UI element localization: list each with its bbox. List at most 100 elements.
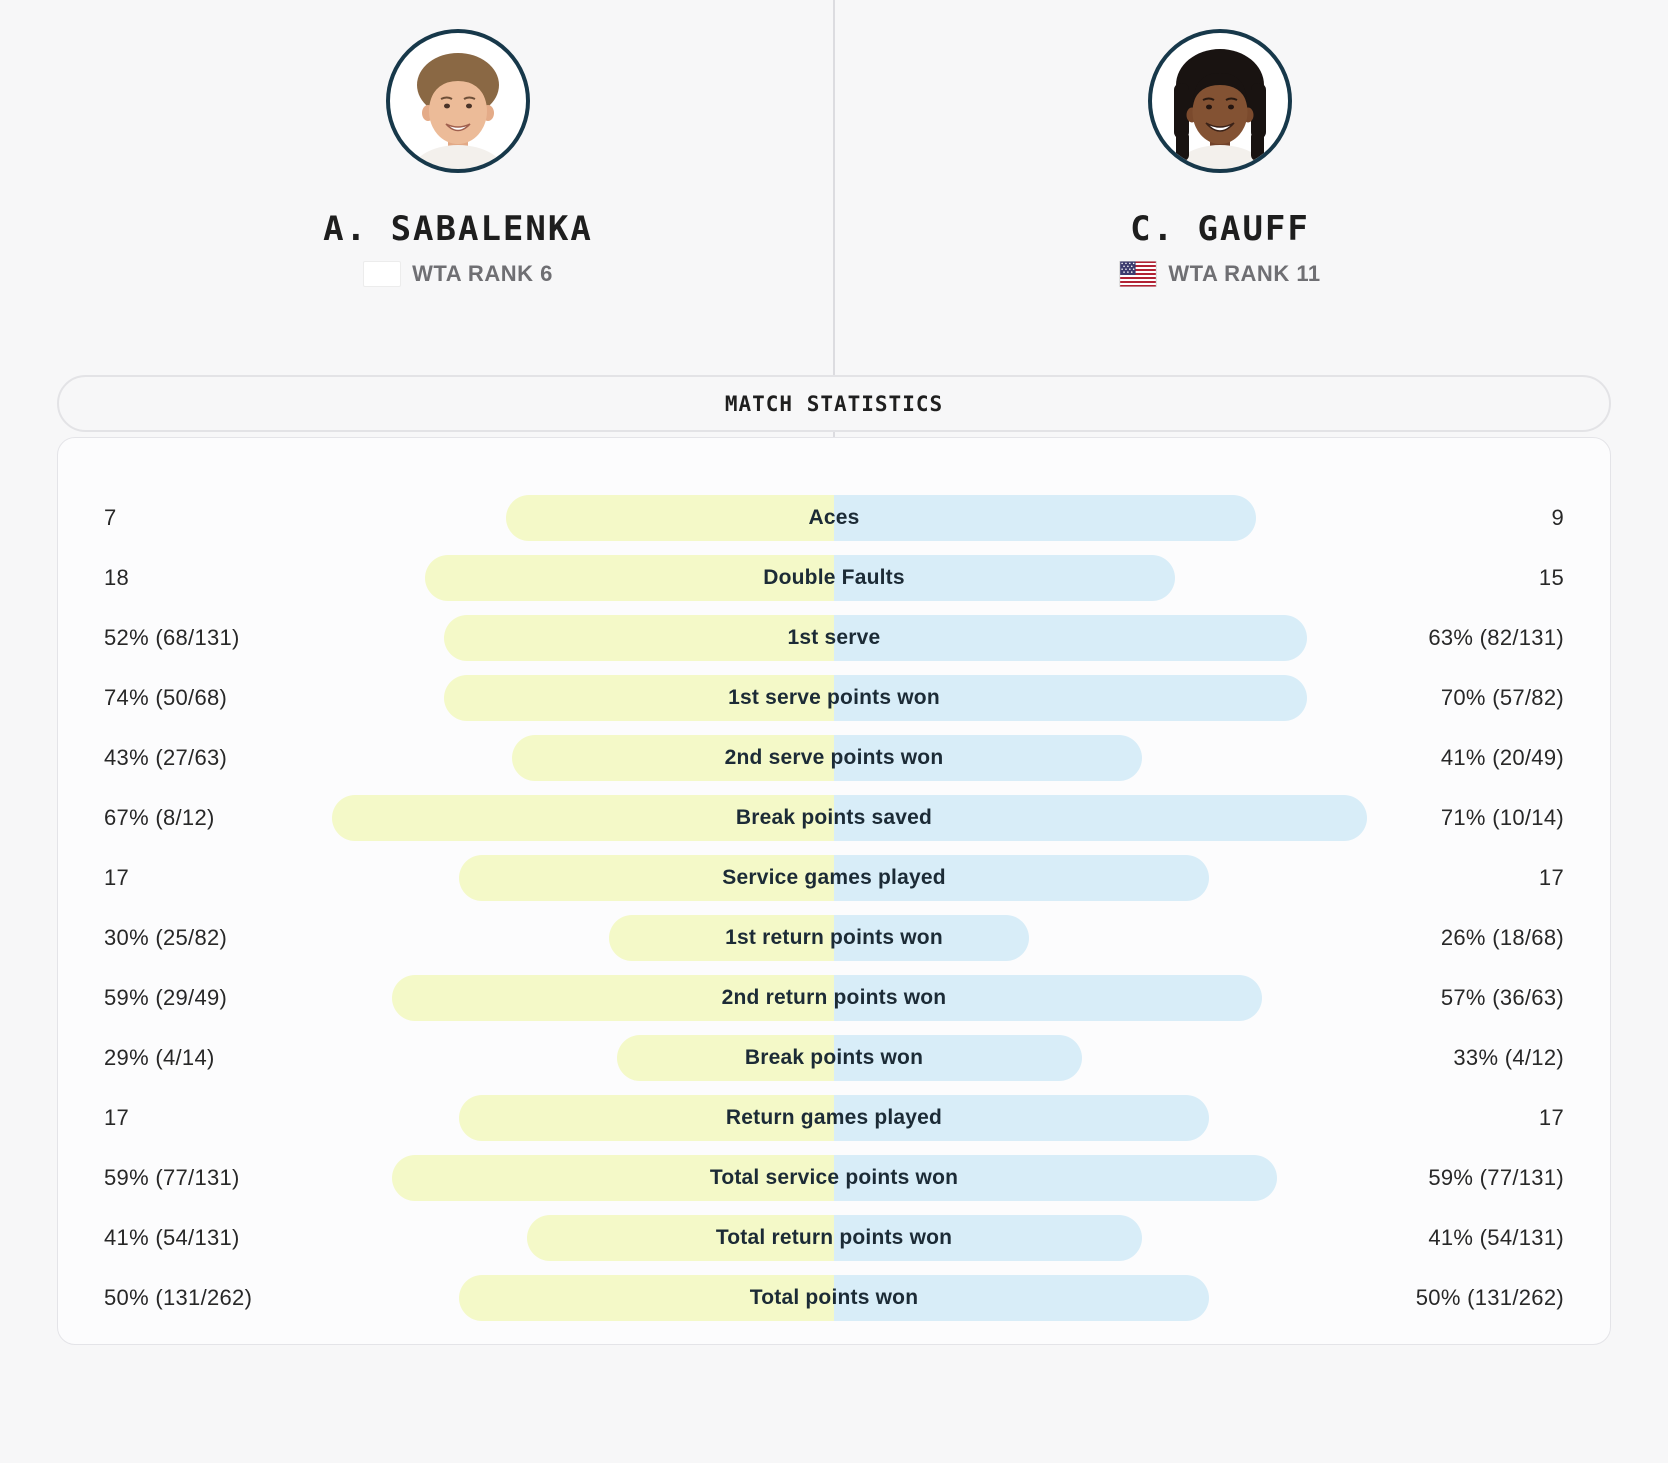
left-player-value: 74% (50/68) [104, 685, 228, 710]
player-right-name: C. GAUFF [1130, 209, 1310, 249]
stat-row: 2nd serve points won 43% (27/63) 41% (20… [58, 728, 1610, 788]
right-player-bar [834, 795, 1367, 841]
stat-row: Double Faults 18 15 [58, 548, 1610, 608]
player-right-column: C. GAUFF WTA RANK 11 [803, 0, 1637, 375]
left-player-bar [526, 1215, 834, 1261]
left-player-bar [609, 915, 834, 961]
stat-row: Break points saved 67% (8/12) 71% (10/14… [58, 788, 1610, 848]
right-player-value: 71% (10/14) [1440, 805, 1564, 830]
stat-row: Total return points won 41% (54/131) 41%… [58, 1208, 1610, 1268]
right-player-value: 9 [1551, 505, 1564, 530]
stat-label: Aces [808, 506, 860, 529]
right-player-bar [834, 615, 1307, 661]
stat-label: Total service points won [709, 1166, 959, 1189]
left-player-bar [391, 975, 834, 1021]
right-player-bar [834, 915, 1029, 961]
left-player-value: 41% (54/131) [104, 1225, 240, 1250]
right-player-value: 26% (18/68) [1440, 925, 1564, 950]
center-divider-top [833, 0, 835, 375]
right-player-value: 15 [1538, 565, 1564, 590]
right-player-value: 50% (131/262) [1415, 1285, 1564, 1310]
right-player-bar [834, 1035, 1082, 1081]
stat-row: Break points won 29% (4/14) 33% (4/12) [58, 1028, 1610, 1088]
stat-row: Total points won 50% (131/262) 50% (131/… [58, 1268, 1610, 1328]
right-player-bar [834, 1275, 1209, 1321]
right-player-value: 41% (20/49) [1440, 745, 1564, 770]
right-player-value: 59% (77/131) [1428, 1165, 1564, 1190]
player-left-rank-row: WTA RANK 6 [363, 261, 553, 287]
right-player-bar [834, 495, 1256, 541]
player-left-avatar [386, 29, 530, 173]
blank-flag-icon [363, 261, 402, 287]
left-player-value: 7 [104, 505, 117, 530]
left-player-value: 30% (25/82) [104, 925, 228, 950]
center-divider-mid [833, 430, 835, 438]
player-right-avatar [1148, 29, 1292, 173]
stat-label: Break points won [744, 1046, 924, 1069]
right-player-value: 57% (36/63) [1440, 985, 1564, 1010]
left-player-value: 18 [104, 565, 130, 590]
left-player-value: 59% (77/131) [104, 1165, 240, 1190]
left-player-value: 52% (68/131) [104, 625, 240, 650]
stat-row: Return games played 17 17 [58, 1088, 1610, 1148]
right-player-value: 33% (4/12) [1453, 1045, 1564, 1070]
stat-label: 2nd serve points won [724, 746, 944, 769]
stat-label: 1st serve [787, 626, 881, 649]
right-player-bar [834, 855, 1209, 901]
stats-rows: Aces 7 9 Double Faults 18 15 1st serve 5… [58, 488, 1610, 1328]
stat-label: Double Faults [763, 566, 905, 589]
left-player-bar [459, 855, 834, 901]
left-player-value: 67% (8/12) [104, 805, 215, 830]
player-left-column: A. SABALENKA WTA RANK 6 [41, 0, 875, 375]
left-player-bar [444, 675, 834, 721]
match-statistics-header[interactable]: MATCH STATISTICS [57, 375, 1611, 432]
left-player-value: 29% (4/14) [104, 1045, 215, 1070]
stat-label: Break points saved [735, 806, 933, 829]
stat-row: 1st return points won 30% (25/82) 26% (1… [58, 908, 1610, 968]
stat-label: 1st serve points won [728, 686, 940, 709]
left-player-bar [459, 1275, 834, 1321]
right-player-bar [834, 555, 1176, 601]
stat-label: Return games played [725, 1106, 943, 1129]
right-player-value: 70% (57/82) [1440, 685, 1564, 710]
stat-row: Aces 7 9 [58, 488, 1610, 548]
left-player-bar [425, 555, 834, 601]
right-player-bar [834, 1095, 1209, 1141]
players-header: A. SABALENKA WTA RANK 6 [0, 0, 1668, 375]
left-player-value: 50% (131/262) [104, 1285, 253, 1310]
stat-label: Service games played [722, 866, 946, 889]
left-player-value: 43% (27/63) [104, 745, 228, 770]
left-player-bar [331, 795, 834, 841]
stat-row: Service games played 17 17 [58, 848, 1610, 908]
left-player-value: 17 [104, 865, 130, 890]
right-player-value: 63% (82/131) [1428, 625, 1564, 650]
right-player-bar [834, 975, 1262, 1021]
stat-row: 2nd return points won 59% (29/49) 57% (3… [58, 968, 1610, 1028]
left-player-bar [505, 495, 834, 541]
stat-row: 1st serve 52% (68/131) 63% (82/131) [58, 608, 1610, 668]
right-player-bar [834, 675, 1307, 721]
left-player-bar [459, 1095, 834, 1141]
left-player-bar [616, 1035, 834, 1081]
stat-row: Total service points won 59% (77/131) 59… [58, 1148, 1610, 1208]
stat-label: Total return points won [715, 1226, 953, 1249]
left-player-value: 17 [104, 1105, 130, 1130]
right-player-bar [834, 1215, 1142, 1261]
right-player-bar [834, 735, 1142, 781]
right-player-value: 17 [1538, 865, 1564, 890]
left-player-value: 59% (29/49) [104, 985, 228, 1010]
usa-flag-icon [1119, 261, 1158, 287]
right-player-value: 17 [1538, 1105, 1564, 1130]
stat-label: 1st return points won [725, 926, 943, 949]
player-right-rank-label: WTA RANK 11 [1168, 261, 1321, 286]
left-player-bar [444, 615, 834, 661]
stats-panel: Aces 7 9 Double Faults 18 15 1st serve 5… [57, 437, 1611, 1345]
left-player-bar [391, 1155, 834, 1201]
stat-label: Total points won [749, 1286, 919, 1309]
right-player-bar [834, 1155, 1277, 1201]
stat-row: 1st serve points won 74% (50/68) 70% (57… [58, 668, 1610, 728]
left-player-bar [511, 735, 834, 781]
stat-label: 2nd return points won [721, 986, 947, 1009]
player-left-rank-label: WTA RANK 6 [412, 261, 553, 286]
